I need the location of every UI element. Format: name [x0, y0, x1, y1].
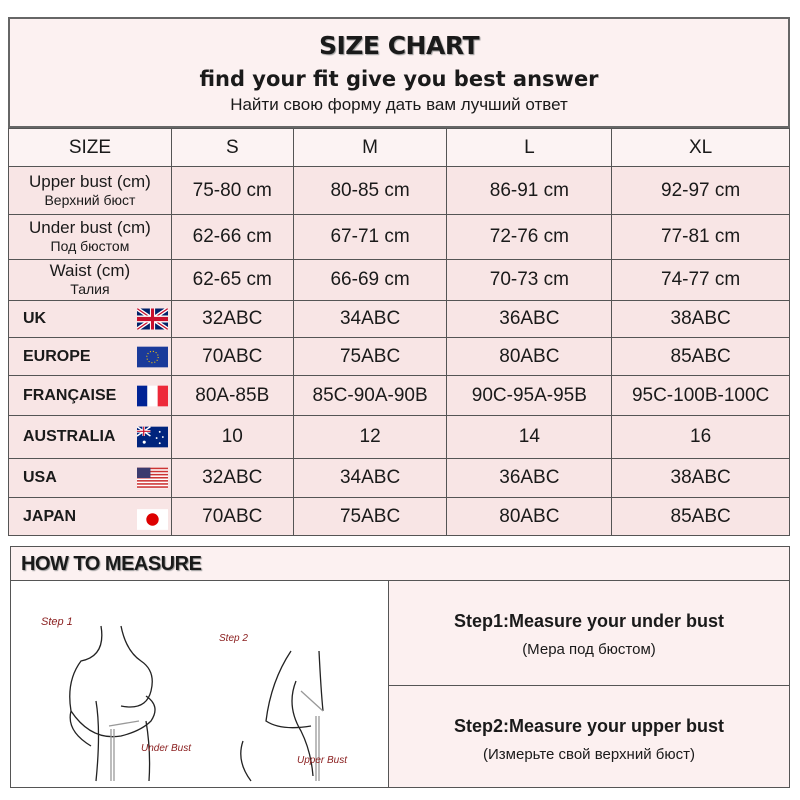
- page-title: SIZE CHART: [318, 31, 480, 60]
- country-label-cell: UK: [8, 300, 172, 338]
- table-row: JAPAN 70ABC 75ABC 80ABC 85ABC: [8, 497, 790, 536]
- table-cell: 32ABC: [170, 300, 294, 338]
- row-label: Under bust (cm) Под бюстом: [8, 214, 172, 260]
- country-label: UK: [23, 310, 47, 327]
- row-label: Upper bust (cm) Верхний бюст: [8, 166, 172, 215]
- table-cell: 34ABC: [292, 300, 448, 338]
- country-label-cell: AUSTRALIA: [8, 415, 172, 459]
- measuring-illustration: Step 1 Under Bust Step 2 Upper Bust: [11, 581, 389, 787]
- table-cell: 80ABC: [446, 497, 613, 536]
- row-label-en: Upper bust (cm): [28, 171, 151, 191]
- table-cell: 90C-95A-95B: [446, 375, 613, 416]
- table-row: Upper bust (cm) Верхний бюст 75-80 cm 80-85…: [8, 166, 790, 215]
- subtitle-russian: Найти свою форму дать вам лучший ответ: [230, 95, 568, 114]
- table-cell: 70ABC: [170, 337, 294, 376]
- column-header: SIZE: [8, 128, 172, 167]
- table-cell: 34ABC: [292, 458, 448, 498]
- column-header: M: [292, 128, 448, 167]
- step2-label: Step 2: [219, 633, 248, 644]
- country-label-cell: JAPAN: [8, 497, 172, 536]
- eu-flag-icon: [136, 346, 168, 367]
- table-cell: 14: [446, 415, 613, 459]
- table-row: FRANÇAISE 80A-85B 85C-90A-90B 90C-95A-95B 95…: [8, 375, 790, 416]
- table-cell: 85ABC: [611, 497, 790, 536]
- table-cell: 38ABC: [611, 300, 790, 338]
- row-label-ru: Верхний бюст: [44, 191, 136, 208]
- country-label-cell: FRANÇAISE: [8, 375, 172, 416]
- table-cell: 67-71 cm: [292, 214, 448, 260]
- table-cell: 36ABC: [446, 458, 613, 498]
- step2-text: Step2:Measure your upper bust: [453, 716, 725, 736]
- step1-box: Step1:Measure your under bust (Мера под …: [389, 581, 789, 686]
- step2-text-russian: (Измерьте свой верхний бюст): [483, 746, 695, 763]
- table-cell: 70ABC: [170, 497, 294, 536]
- usa-flag-icon: [136, 467, 168, 489]
- table-row: USA 32ABC 34ABC 36ABC 38ABC: [8, 458, 790, 498]
- step2-box: Step2:Measure your upper bust (Измерьте …: [389, 686, 789, 787]
- row-label: Waist (cm) Талия: [8, 259, 172, 301]
- table-cell: 75ABC: [292, 497, 448, 536]
- uk-flag-icon: [136, 306, 169, 332]
- country-label-cell: EUROPE: [8, 337, 172, 376]
- how-to-measure-section: HOW TO MEASURE Step 1 Under Bust Step 2 …: [10, 546, 790, 788]
- table-cell: 72-76 cm: [446, 214, 613, 260]
- country-label: AUSTRALIA: [23, 428, 116, 445]
- table-cell: 12: [292, 415, 448, 459]
- under-bust-caption: Under Bust: [141, 743, 192, 754]
- table-cell: 75-80 cm: [170, 166, 294, 215]
- table-row: Under bust (cm) Под бюстом 62-66 cm 67-71 c…: [8, 214, 790, 260]
- france-flag-icon: [136, 385, 168, 406]
- table-cell: 92-97 cm: [611, 166, 790, 215]
- table-cell: 38ABC: [611, 458, 790, 498]
- table-row: EUROPE 70ABC 75ABC 80ABC 85ABC: [8, 337, 790, 376]
- column-header: L: [446, 128, 613, 167]
- table-cell: 74-77 cm: [611, 259, 790, 301]
- title-section: SIZE CHART find your fit give you best a…: [8, 17, 790, 128]
- country-label-cell: USA: [8, 458, 172, 498]
- table-cell: 77-81 cm: [611, 214, 790, 260]
- column-header: S: [170, 128, 294, 167]
- table-cell: 70-73 cm: [446, 259, 613, 301]
- step1-label: Step 1: [41, 616, 73, 628]
- table-cell: 85C-90A-90B: [292, 375, 448, 416]
- japan-flag-icon: [136, 506, 168, 530]
- table-cell: 66-69 cm: [292, 259, 448, 301]
- table-cell: 80ABC: [446, 337, 613, 376]
- australia-flag-icon: [136, 426, 168, 448]
- step1-text: Step1:Measure your under bust: [453, 611, 725, 631]
- table-cell: 86-91 cm: [446, 166, 613, 215]
- step1-text-russian: (Мера под бюстом): [522, 641, 656, 658]
- table-cell: 75ABC: [292, 337, 448, 376]
- country-label: EUROPE: [23, 347, 91, 365]
- table-header-row: SIZE S M L XL: [8, 128, 790, 167]
- row-label-ru: Под бюстом: [50, 238, 130, 254]
- table-cell: 36ABC: [446, 300, 613, 338]
- column-header: XL: [611, 128, 790, 167]
- table-cell: 62-65 cm: [170, 259, 294, 301]
- row-label-ru: Талия: [70, 281, 110, 297]
- section-title: HOW TO MEASURE: [11, 547, 789, 581]
- table-row: UK 32ABC 34ABC 36ABC 38ABC: [8, 300, 790, 338]
- row-label-en: Waist (cm): [49, 261, 131, 280]
- country-label: USA: [23, 469, 57, 486]
- subtitle: find your fit give you best answer: [199, 67, 599, 91]
- size-table: SIZE S M L XL Upper bust (cm) Верхний бюс…: [8, 128, 790, 536]
- table-cell: 80-85 cm: [292, 166, 448, 215]
- table-row: Waist (cm) Талия 62-65 cm 66-69 cm 70-73 cm 7…: [8, 259, 790, 301]
- table-cell: 62-66 cm: [170, 214, 294, 260]
- table-cell: 16: [611, 415, 790, 459]
- table-cell: 80A-85B: [170, 375, 294, 416]
- country-label: FRANÇAISE: [23, 386, 117, 404]
- table-row: AUSTRALIA 10 12 14 16: [8, 415, 790, 459]
- table-cell: 85ABC: [611, 337, 790, 376]
- table-cell: 32ABC: [170, 458, 294, 498]
- upper-bust-caption: Upper Bust: [297, 755, 348, 766]
- table-cell: 10: [170, 415, 294, 459]
- table-cell: 95C-100B-100C: [611, 375, 790, 416]
- row-label-en: Under bust (cm): [28, 218, 151, 237]
- country-label: JAPAN: [23, 507, 77, 525]
